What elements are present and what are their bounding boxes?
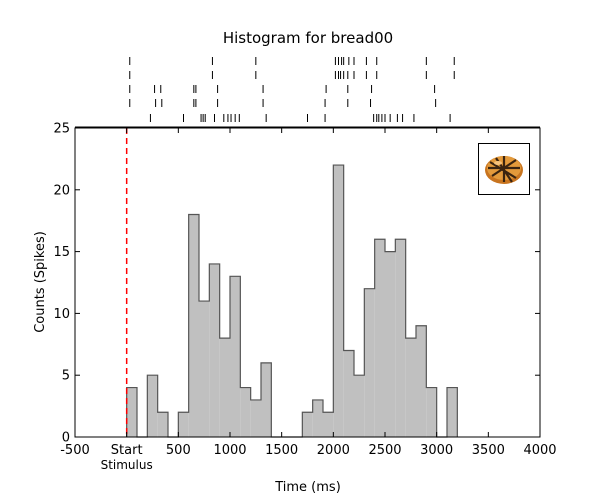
x-tick-label: Start bbox=[111, 443, 143, 458]
x-tick-label: 2000 bbox=[317, 443, 350, 458]
y-tick-label: 20 bbox=[53, 183, 70, 198]
x-tick-label: 1000 bbox=[213, 443, 246, 458]
x-tick-label: 3000 bbox=[420, 443, 453, 458]
y-tick-label: 15 bbox=[53, 245, 70, 260]
x-tick-label: -500 bbox=[60, 443, 90, 458]
histogram-bar bbox=[199, 301, 210, 437]
histogram-bar bbox=[240, 387, 251, 437]
histogram-bars bbox=[126, 165, 458, 437]
y-axis-ticks: 0 5 10 15 20 25 bbox=[53, 122, 540, 446]
raster-panel bbox=[129, 57, 455, 122]
chart-title: Histogram for bread00 bbox=[223, 29, 393, 47]
plot-frame bbox=[74, 127, 541, 438]
y-tick-label: 5 bbox=[62, 369, 70, 384]
histogram-bar bbox=[374, 239, 385, 437]
y-tick-label: 10 bbox=[53, 307, 70, 322]
histogram-bar bbox=[302, 412, 313, 437]
histogram-bar bbox=[126, 387, 137, 437]
x-axis-label: Time (ms) bbox=[274, 480, 341, 495]
x-tick-label: 4000 bbox=[523, 443, 556, 458]
histogram-bar bbox=[178, 412, 189, 437]
stimulus-label: Stimulus bbox=[101, 458, 153, 472]
y-axis-label: Counts (Spikes) bbox=[33, 231, 48, 333]
histogram-bar bbox=[364, 288, 375, 437]
raster-ticks bbox=[129, 57, 455, 122]
histogram-bar bbox=[426, 387, 437, 437]
histogram-bar bbox=[354, 375, 365, 437]
y-tick-label: 25 bbox=[53, 122, 70, 137]
histogram-bar bbox=[312, 399, 323, 437]
histogram-bar bbox=[147, 375, 158, 437]
x-axis-ticks: -500 Start 500 1000 1500 2000 2500 3000 3500 4000 bbox=[60, 128, 557, 458]
bread-highlight bbox=[494, 161, 502, 165]
histogram-bar bbox=[447, 387, 458, 437]
histogram-bar bbox=[250, 399, 261, 437]
x-tick-label: 2500 bbox=[368, 443, 401, 458]
histogram-bar bbox=[157, 412, 168, 437]
x-tick-label: 1500 bbox=[265, 443, 298, 458]
x-tick-label: 500 bbox=[166, 443, 191, 458]
histogram-bar bbox=[188, 214, 199, 437]
histogram-bar bbox=[395, 239, 406, 437]
x-tick-label: 3500 bbox=[472, 443, 505, 458]
histogram-bar bbox=[385, 251, 396, 437]
histogram-bar bbox=[343, 350, 354, 437]
histogram-bar bbox=[261, 362, 272, 437]
histogram-bar bbox=[416, 325, 427, 437]
histogram-bar bbox=[405, 338, 416, 437]
histogram-bar bbox=[333, 165, 344, 437]
histogram-bar bbox=[219, 338, 230, 437]
bread-image bbox=[478, 143, 530, 195]
histogram-bar bbox=[230, 276, 241, 437]
histogram-bar bbox=[323, 412, 334, 437]
y-tick-label: 0 bbox=[62, 431, 70, 446]
histogram-bar bbox=[209, 263, 220, 437]
